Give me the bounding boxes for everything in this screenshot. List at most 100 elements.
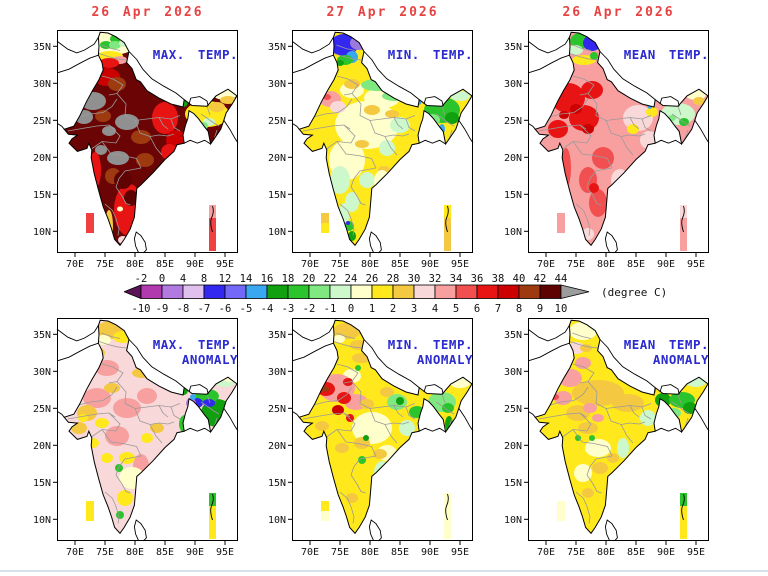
andaman-box	[680, 493, 687, 506]
axis-labels: 70E 75E 80E 85E 90E 95E 35N 30N 25N 20N 15N 10N	[33, 330, 234, 558]
svg-text:75E: 75E	[331, 547, 349, 558]
svg-text:4: 4	[180, 273, 186, 285]
svg-text:-6: -6	[219, 303, 232, 315]
svg-text:44: 44	[555, 273, 568, 285]
svg-text:30N: 30N	[268, 79, 286, 90]
svg-text:70E: 70E	[537, 259, 555, 270]
svg-text:2: 2	[390, 303, 396, 315]
andaman-islands-line	[210, 205, 214, 233]
svg-text:35N: 35N	[33, 42, 51, 53]
svg-text:35N: 35N	[504, 330, 522, 341]
svg-text:25N: 25N	[268, 116, 286, 127]
andaman-islands-line	[445, 205, 449, 233]
svg-text:0: 0	[348, 303, 354, 315]
svg-text:70E: 70E	[66, 259, 84, 270]
svg-text:95E: 95E	[216, 547, 234, 558]
svg-text:-2: -2	[135, 273, 148, 285]
svg-text:-1: -1	[324, 303, 337, 315]
svg-text:10N: 10N	[504, 227, 522, 238]
svg-text:15N: 15N	[504, 478, 522, 489]
svg-text:20: 20	[303, 273, 316, 285]
lakshadweep-box	[86, 501, 94, 511]
svg-text:80E: 80E	[597, 547, 615, 558]
svg-text:10N: 10N	[504, 515, 522, 526]
lakshadweep-box	[86, 213, 94, 223]
andaman-islands-line	[681, 205, 685, 233]
svg-text:75E: 75E	[331, 259, 349, 270]
panel-title-line1: MIN. TEMP.	[387, 337, 473, 352]
svg-text:16: 16	[261, 273, 274, 285]
panel-title-line1: MAX. TEMP.	[152, 47, 238, 62]
svg-text:1: 1	[369, 303, 375, 315]
svg-text:28: 28	[387, 273, 400, 285]
colorbar-labels: -2 0 4 8 12 14 16 18 20 22 24 26 28 30 32 34 36 38 40 42 44-…	[132, 273, 568, 315]
svg-text:10N: 10N	[268, 227, 286, 238]
andaman-box	[444, 493, 451, 506]
svg-text:20N: 20N	[268, 153, 286, 164]
panel-min-temp-anomaly: MIN. TEMP. ANOMALY 70E 75E 80E 85E 90E 95E 35N…	[258, 293, 484, 558]
svg-text:14: 14	[240, 273, 253, 285]
panel-title-line2: ANOMALY	[416, 352, 473, 367]
panel-max-temp-anomaly: MAX. TEMP. ANOMALY 70E 75E 80E 85E 90E 95E 35N…	[23, 293, 249, 558]
svg-text:20N: 20N	[504, 153, 522, 164]
svg-text:75E: 75E	[567, 259, 585, 270]
svg-text:35N: 35N	[268, 330, 286, 341]
state-boundaries	[67, 332, 220, 524]
panel-title-line1: MIN. TEMP.	[387, 47, 473, 62]
panel-title-line2: ANOMALY	[652, 352, 709, 367]
india-outline	[534, 31, 709, 247]
andaman-islands-line	[445, 493, 449, 521]
svg-text:85E: 85E	[391, 259, 409, 270]
svg-text:4: 4	[432, 303, 438, 315]
svg-text:25N: 25N	[504, 116, 522, 127]
lakshadweep-box	[321, 501, 329, 511]
map-frame	[57, 30, 238, 253]
svg-text:15N: 15N	[33, 478, 51, 489]
svg-text:90E: 90E	[657, 547, 675, 558]
svg-text:90E: 90E	[186, 547, 204, 558]
svg-text:95E: 95E	[451, 547, 469, 558]
svg-text:-10: -10	[132, 303, 151, 315]
svg-text:35N: 35N	[268, 42, 286, 53]
panel-date: 27 Apr 2026	[326, 5, 439, 20]
panel-title: MAX. TEMP.	[153, 47, 238, 62]
neighbor-boundaries	[291, 325, 474, 542]
svg-text:15N: 15N	[268, 190, 286, 201]
svg-text:34: 34	[450, 273, 463, 285]
svg-text:20N: 20N	[268, 441, 286, 452]
svg-text:8: 8	[201, 273, 207, 285]
svg-text:20N: 20N	[504, 441, 522, 452]
svg-text:-7: -7	[198, 303, 211, 315]
svg-text:8: 8	[516, 303, 522, 315]
svg-text:75E: 75E	[96, 547, 114, 558]
india-outline	[63, 31, 238, 247]
svg-text:-9: -9	[156, 303, 169, 315]
axis-labels: 70E 75E 80E 85E 90E 95E 35N 30N 25N 20N 15N 10N	[504, 42, 705, 270]
svg-text:35N: 35N	[33, 330, 51, 341]
svg-text:70E: 70E	[301, 547, 319, 558]
svg-text:24: 24	[345, 273, 358, 285]
svg-text:35N: 35N	[504, 42, 522, 53]
svg-text:26: 26	[366, 273, 379, 285]
svg-text:22: 22	[324, 273, 337, 285]
svg-text:18: 18	[282, 273, 295, 285]
svg-text:95E: 95E	[216, 259, 234, 270]
svg-text:10N: 10N	[268, 515, 286, 526]
svg-text:15N: 15N	[504, 190, 522, 201]
svg-text:90E: 90E	[657, 259, 675, 270]
map-frame	[292, 318, 473, 541]
svg-text:25N: 25N	[33, 404, 51, 415]
svg-text:-4: -4	[261, 303, 274, 315]
andaman-box	[209, 493, 216, 506]
svg-text:15N: 15N	[268, 478, 286, 489]
svg-text:30N: 30N	[33, 79, 51, 90]
state-boundaries	[538, 332, 691, 524]
colorbar-scale: -2 0 4 8 12 14 16 18 20 22 24 26 28 30 32 34 36 38 40 42 44-…	[122, 273, 667, 315]
axis-labels: 70E 75E 80E 85E 90E 95E 35N 30N 25N 20N 15N 10N	[504, 330, 705, 558]
neighbor-boundaries	[56, 37, 239, 254]
andaman-box	[209, 205, 216, 218]
colorbar: -2 0 4 8 12 14 16 18 20 22 24 26 28 30 32 34 36 38 40 42 44-…	[122, 271, 684, 315]
svg-text:25N: 25N	[504, 404, 522, 415]
andaman-islands-line	[210, 493, 214, 521]
svg-text:85E: 85E	[627, 259, 645, 270]
